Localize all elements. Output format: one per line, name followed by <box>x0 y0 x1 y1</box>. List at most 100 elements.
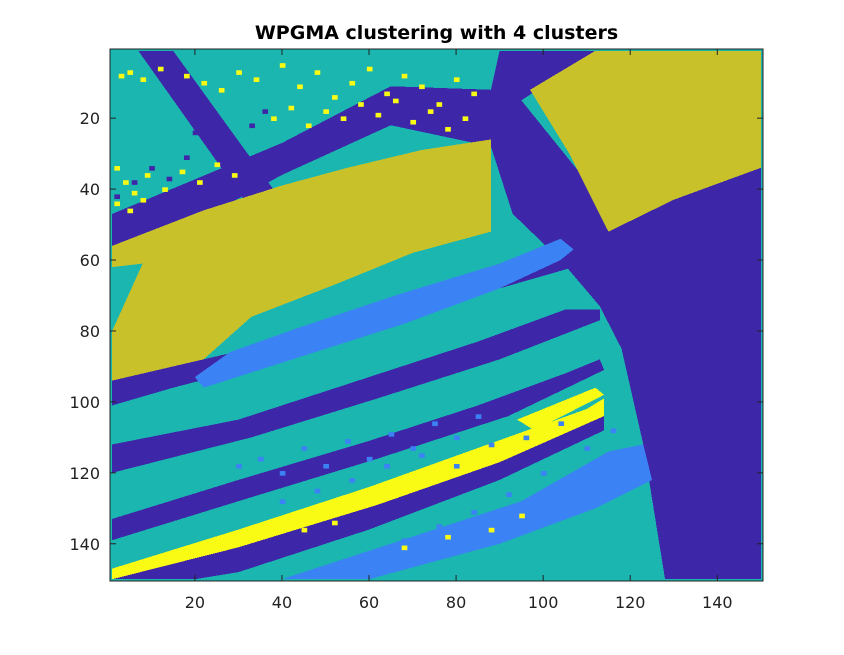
x-tick-label: 40 <box>272 593 292 612</box>
cluster-cell <box>140 197 147 203</box>
cluster-cell <box>166 176 173 182</box>
y-tick-label: 20 <box>80 109 100 128</box>
cluster-cell <box>144 173 151 178</box>
cluster-cell <box>131 180 138 185</box>
x-tick-label: 120 <box>615 593 646 612</box>
cluster-cell <box>345 439 351 444</box>
cluster-cell <box>218 88 225 93</box>
cluster-cell <box>249 123 255 129</box>
x-tick-label: 20 <box>185 593 205 612</box>
cluster-region-3 <box>530 50 761 232</box>
cluster-cell <box>628 453 634 458</box>
cluster-cell <box>401 538 408 544</box>
cluster-cell <box>436 524 443 529</box>
axis-ticks: 20 40 60 80 100 120 140 20 40 60 80 100 120 140 <box>69 49 763 612</box>
cluster-cell <box>301 527 308 533</box>
cluster-cell <box>236 463 242 469</box>
cluster-cell <box>323 109 329 114</box>
cluster-cell <box>201 80 208 86</box>
cluster-cell <box>231 173 238 178</box>
cluster-cell <box>432 421 438 427</box>
cluster-cell <box>540 471 547 476</box>
cluster-cell <box>279 63 286 68</box>
cluster-cell <box>366 456 373 462</box>
cluster-cell <box>314 70 321 75</box>
cluster-cell <box>453 463 460 469</box>
cluster-cell <box>349 478 356 483</box>
cluster-cell <box>210 144 216 150</box>
cluster-cell <box>262 109 269 114</box>
heatmap-area <box>110 49 763 581</box>
cluster-cell <box>584 446 591 451</box>
cluster-cell <box>519 513 525 519</box>
cluster-cell <box>118 73 125 79</box>
cluster-cell <box>462 116 469 121</box>
cluster-cell <box>410 119 417 125</box>
y-tick-label: 40 <box>80 180 100 199</box>
cluster-cell <box>114 194 121 200</box>
cluster-cell <box>488 442 495 448</box>
cluster-cell <box>471 91 477 97</box>
cluster-cell <box>358 102 364 107</box>
cluster-cell <box>197 180 203 185</box>
y-tick-label: 120 <box>69 464 100 483</box>
cluster-region-9 <box>112 359 605 541</box>
cluster-cell <box>157 66 164 72</box>
cluster-cell <box>131 190 138 196</box>
y-tick-label: 140 <box>69 535 100 554</box>
cluster-cell <box>227 134 234 139</box>
cluster-cell <box>558 421 565 427</box>
cluster-cell <box>332 95 338 100</box>
cluster-cell <box>279 499 286 505</box>
cluster-cell <box>114 201 121 207</box>
cluster-cell <box>314 488 321 494</box>
cluster-cell <box>127 70 134 75</box>
cluster-region-4 <box>112 139 491 268</box>
cluster-cell <box>297 84 303 90</box>
cluster-cell <box>236 70 242 75</box>
cluster-region-10 <box>112 398 605 580</box>
cluster-cell <box>332 520 338 526</box>
cluster-cell <box>127 208 134 214</box>
cluster-cell <box>271 116 277 121</box>
cluster-cell <box>214 162 221 168</box>
cluster-cell <box>453 77 460 82</box>
cluster-cell <box>340 116 347 121</box>
cluster-cell <box>475 414 482 419</box>
cluster-cell <box>375 112 382 118</box>
cluster-cell <box>253 77 260 82</box>
cluster-cell <box>279 471 286 476</box>
cluster-cell <box>323 463 329 469</box>
cluster-cell <box>149 166 155 171</box>
y-tick-label: 60 <box>80 251 100 270</box>
cluster-region-13 <box>517 387 605 431</box>
cluster-cell <box>192 130 199 136</box>
cluster-cell <box>305 123 312 129</box>
cluster-cell <box>384 91 390 97</box>
cluster-cell <box>349 80 356 86</box>
cluster-cell <box>453 435 460 441</box>
cluster-cell <box>179 169 186 175</box>
cluster-cell <box>506 492 512 497</box>
cluster-cell <box>610 428 617 434</box>
cluster-cell <box>288 105 295 111</box>
cluster-cell <box>392 98 399 104</box>
cluster-cell <box>388 432 395 437</box>
x-tick-label: 140 <box>702 593 733 612</box>
x-tick-label: 100 <box>528 593 559 612</box>
cluster-region-1 <box>112 50 761 580</box>
cluster-cell <box>419 453 425 458</box>
cluster-cell <box>366 552 373 558</box>
cluster-region-8 <box>112 309 600 473</box>
cluster-cell <box>488 527 495 533</box>
cluster-cell <box>401 545 408 551</box>
cluster-cell <box>140 77 147 82</box>
cluster-cell <box>184 73 190 79</box>
cluster-cell <box>114 166 121 171</box>
cluster-cell <box>471 510 477 515</box>
x-tick-label: 60 <box>359 593 379 612</box>
cluster-region-12 <box>281 444 652 580</box>
cluster-cell <box>366 66 373 72</box>
cluster-cell <box>301 446 308 451</box>
cluster-cell <box>445 127 451 132</box>
